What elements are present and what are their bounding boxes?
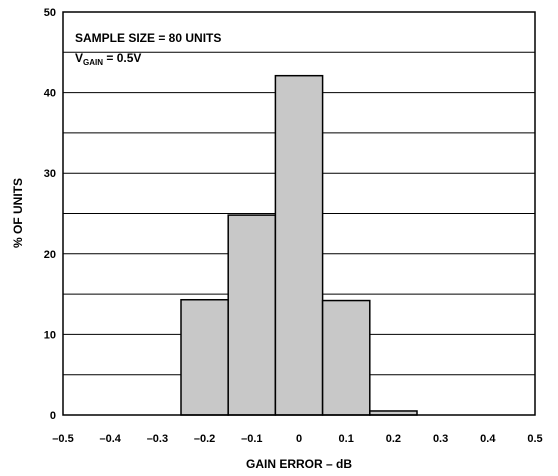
- y-tick-label: 20: [44, 249, 56, 261]
- bar-1: [227, 214, 277, 416]
- y-axis-title: % OF UNITS: [11, 178, 25, 248]
- x-tick-label: 0.2: [386, 433, 401, 445]
- x-tick-label: 0: [296, 433, 302, 445]
- y-tick-labels: 0 10 20 30 40 50: [44, 7, 56, 422]
- y-tick-label: 40: [44, 88, 56, 100]
- bar-0: [180, 298, 229, 416]
- vgain-suffix: = 0.5V: [103, 51, 141, 65]
- x-tick-label: –0.5: [52, 433, 73, 445]
- plot-frame: [62, 11, 536, 416]
- x-tick-label: 0.3: [433, 433, 448, 445]
- x-tick-labels: –0.5 –0.4 –0.3 –0.2 –0.1 0 0.1 0.2 0.3 0.4 0.5: [52, 433, 542, 445]
- vgain-prefix: V: [75, 51, 83, 65]
- sample-size-annotation: SAMPLE SIZE = 80 UNITS: [75, 31, 221, 45]
- x-tick-label: –0.3: [147, 433, 168, 445]
- x-axis-title: GAIN ERROR – dB: [246, 457, 352, 471]
- x-tick-label: –0.2: [194, 433, 215, 445]
- x-tick-label: 0.4: [480, 433, 496, 445]
- vgain-annotation: VGAIN = 0.5V: [75, 51, 141, 67]
- bar-3: [321, 299, 371, 416]
- x-tick-label: 0.1: [339, 433, 354, 445]
- histogram-bars: [180, 74, 418, 416]
- vgain-subscript: GAIN: [83, 58, 103, 67]
- y-tick-label: 0: [50, 410, 56, 422]
- x-tick-label: –0.1: [241, 433, 262, 445]
- y-tick-label: 30: [44, 168, 56, 180]
- y-tick-label: 10: [44, 329, 56, 341]
- y-tick-label: 50: [44, 7, 56, 19]
- x-tick-label: 0.5: [527, 433, 542, 445]
- x-tick-label: –0.4: [99, 433, 121, 445]
- bar-2: [274, 74, 324, 416]
